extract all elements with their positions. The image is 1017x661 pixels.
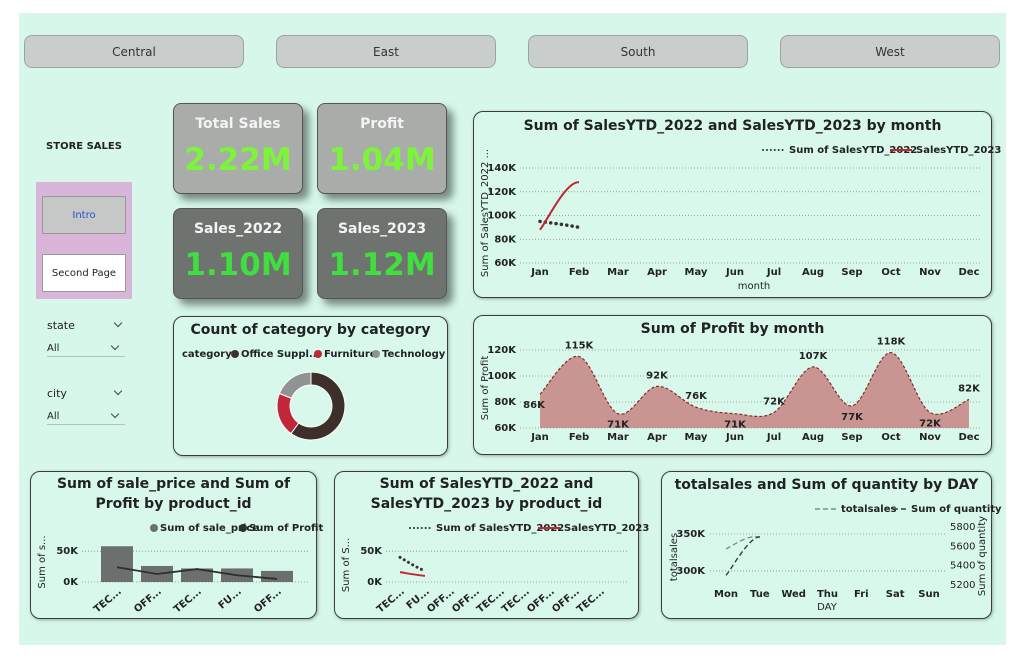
nav-button[interactable]: Second Page [42, 254, 126, 292]
slicer-dropdown[interactable]: All [47, 343, 125, 357]
kpi-card: Total Sales 2.22M [173, 103, 303, 194]
slicer-label: city [47, 387, 67, 400]
kpi-value: 1.12M [328, 247, 436, 283]
region-button[interactable]: East [276, 35, 496, 68]
slicer-label: state [47, 319, 75, 332]
kpi-label: Sales_2023 [337, 221, 427, 237]
kpi-label: Total Sales [195, 116, 281, 132]
chart-panel [473, 111, 992, 298]
slicer-dropdown[interactable]: All [47, 411, 125, 425]
kpi-value: 1.04M [328, 142, 436, 178]
kpi-value: 2.22M [184, 142, 292, 178]
kpi-card: Sales_2022 1.10M [173, 208, 303, 299]
kpi-card: Sales_2023 1.12M [317, 208, 447, 299]
region-button[interactable]: South [528, 35, 748, 68]
nav-button[interactable]: Intro [42, 196, 126, 234]
region-button[interactable]: West [780, 35, 1000, 68]
chart-title: totalsales and Sum of quantity by DAY [674, 477, 979, 493]
kpi-value: 1.10M [184, 247, 292, 283]
chart-title: Sum of Profit by month [640, 321, 825, 337]
chart-title: Sum of SalesYTD_2022 and SalesYTD_2023 b… [370, 476, 603, 512]
kpi-label: Profit [360, 116, 404, 132]
kpi-label: Sales_2022 [193, 221, 283, 237]
kpi-card: Profit 1.04M [317, 103, 447, 194]
chart-title: Count of category by category [190, 322, 431, 338]
region-button[interactable]: Central [24, 35, 244, 68]
sidebar-title: STORE SALES [46, 141, 122, 152]
chart-title: Sum of SalesYTD_2022 and SalesYTD_2023 b… [523, 118, 942, 134]
chart-panel [30, 471, 317, 619]
chart-panel [334, 471, 639, 619]
chart-panel [661, 471, 992, 619]
chart-title: Sum of sale_price and Sum of Profit by p… [56, 476, 291, 512]
